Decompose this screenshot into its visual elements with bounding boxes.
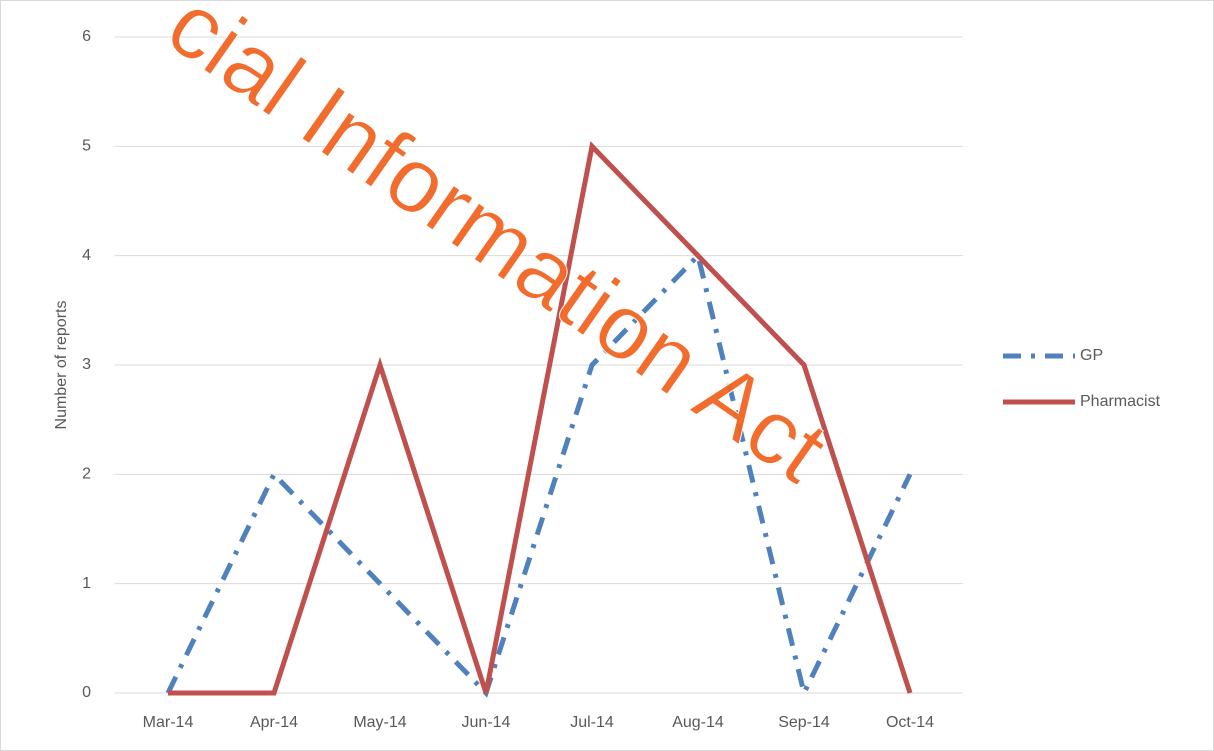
legend-label: GP xyxy=(1080,347,1103,364)
y-axis-label: Number of reports xyxy=(53,301,70,430)
y-tick-label: 6 xyxy=(82,28,91,45)
x-tick-label: Jul-14 xyxy=(570,714,614,731)
y-tick-label: 0 xyxy=(82,684,91,701)
x-tick-label: May-14 xyxy=(353,714,406,731)
x-tick-label: Oct-14 xyxy=(886,714,934,731)
x-tick-label: Jun-14 xyxy=(462,714,511,731)
legend-label: Pharmacist xyxy=(1080,393,1161,410)
x-tick-label: Mar-14 xyxy=(143,714,194,731)
x-tick-label: Aug-14 xyxy=(672,714,724,731)
y-tick-label: 3 xyxy=(82,356,91,373)
x-tick-label: Apr-14 xyxy=(250,714,298,731)
x-tick-label: Sep-14 xyxy=(778,714,830,731)
series-line xyxy=(168,141,913,696)
series-line xyxy=(165,250,913,701)
y-tick-label: 1 xyxy=(82,575,91,592)
y-tick-label: 5 xyxy=(82,138,91,155)
y-tick-label: 2 xyxy=(82,466,91,483)
y-tick-label: 4 xyxy=(82,247,91,264)
